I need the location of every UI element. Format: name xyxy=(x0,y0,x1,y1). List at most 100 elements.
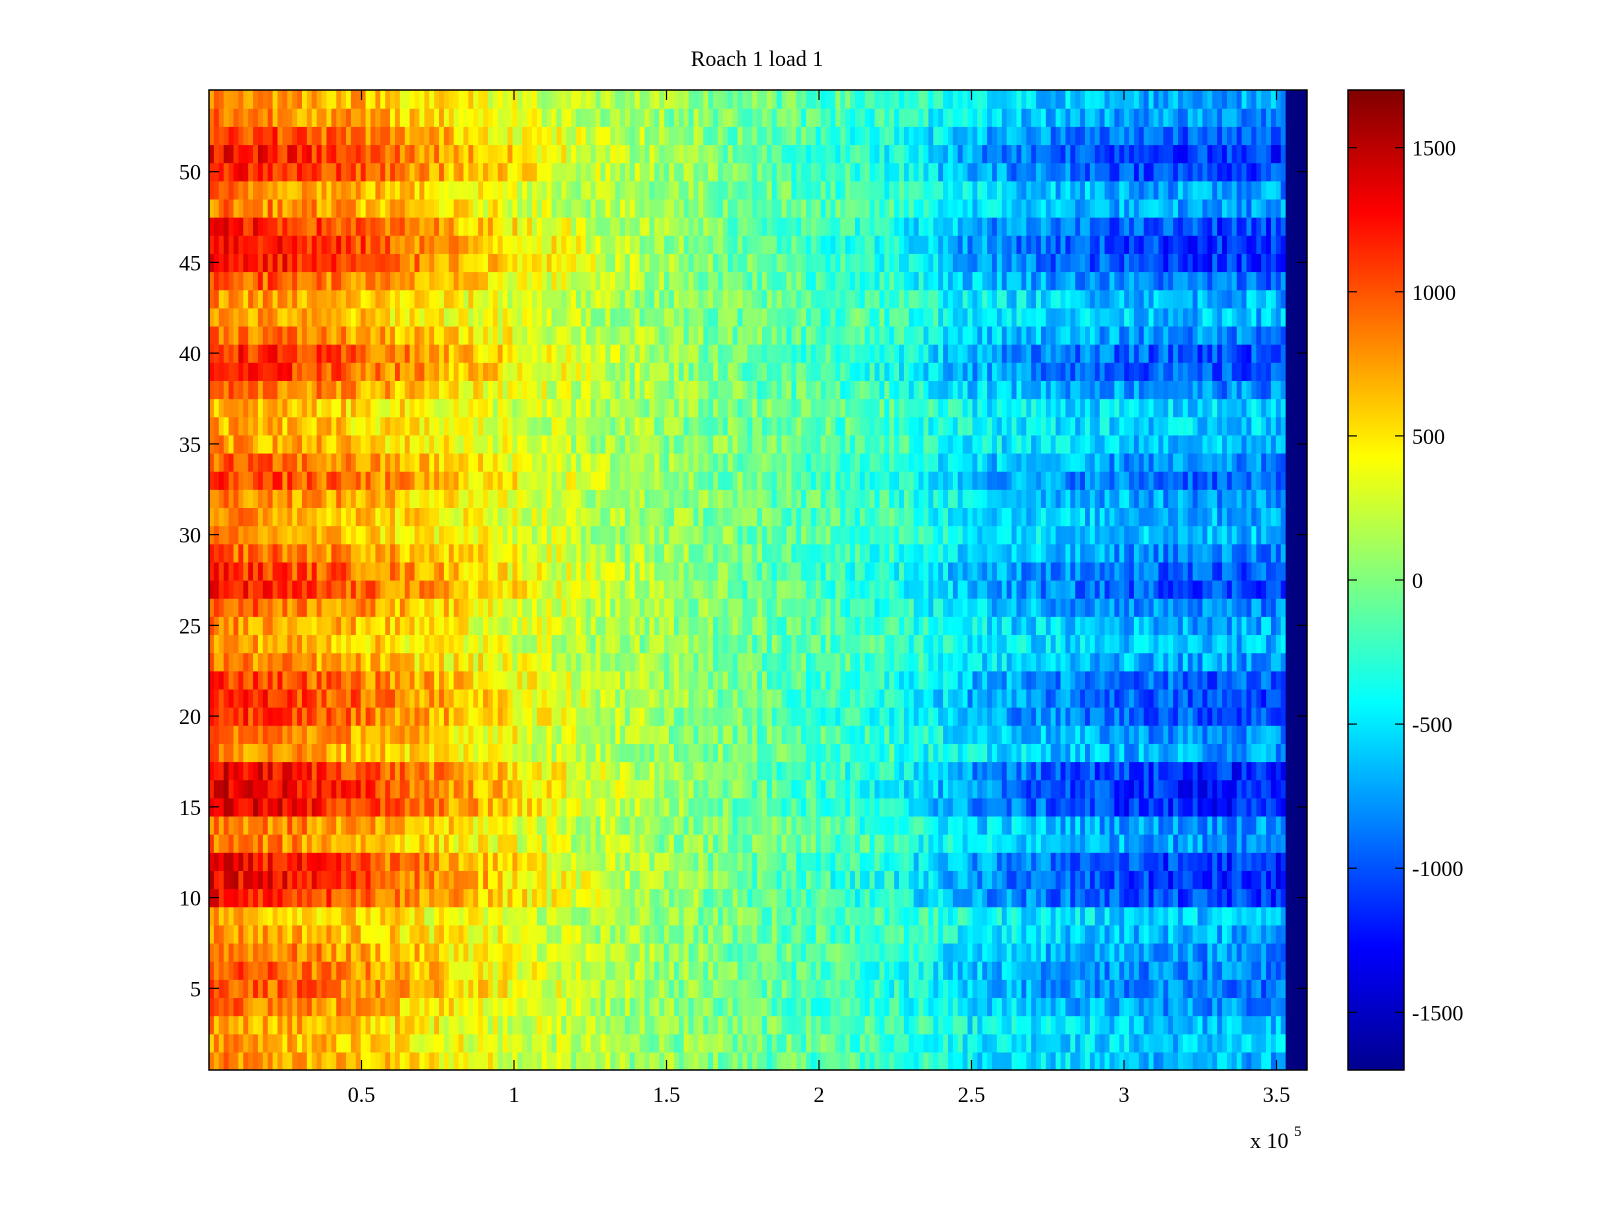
heatmap-cell xyxy=(1138,1033,1145,1053)
heatmap-cell xyxy=(497,834,504,853)
heatmap-cell xyxy=(1001,906,1008,926)
heatmap-cell xyxy=(850,670,856,690)
heatmap-cell xyxy=(595,1015,602,1035)
heatmap-cell xyxy=(434,779,440,799)
heatmap-cell xyxy=(1148,1051,1155,1070)
heatmap-cell xyxy=(899,761,905,781)
heatmap-cell xyxy=(1177,688,1184,708)
heatmap-cell xyxy=(453,670,460,690)
heatmap-cell xyxy=(1261,688,1267,708)
heatmap-cell xyxy=(957,725,964,744)
heatmap-cell xyxy=(272,725,279,744)
heatmap-cell xyxy=(815,688,822,708)
heatmap-cell xyxy=(458,815,465,835)
heatmap-cell xyxy=(982,688,988,708)
heatmap-cell xyxy=(1119,906,1125,926)
heatmap-cell xyxy=(213,688,220,708)
heatmap-cell xyxy=(399,961,406,980)
heatmap-cell xyxy=(1177,852,1184,871)
heatmap-cell xyxy=(1040,1051,1047,1070)
heatmap-cell xyxy=(1050,1033,1057,1053)
heatmap-cell xyxy=(556,942,562,962)
heatmap-cell xyxy=(1217,725,1223,744)
heatmap-cell xyxy=(629,1051,636,1070)
heatmap-cell xyxy=(409,888,416,908)
heatmap-cell xyxy=(1256,707,1262,726)
heatmap-cell xyxy=(776,797,783,817)
heatmap-cell xyxy=(576,1051,582,1070)
heatmap-cell xyxy=(962,670,969,690)
heatmap-cell xyxy=(943,761,949,781)
heatmap-cell xyxy=(649,743,655,763)
heatmap-cell xyxy=(209,761,215,781)
heatmap-cell xyxy=(654,888,660,908)
heatmap-cell xyxy=(605,725,611,744)
heatmap-cell xyxy=(238,997,244,1017)
heatmap-cell xyxy=(468,815,474,835)
heatmap-cell xyxy=(1177,815,1184,835)
heatmap-cell xyxy=(443,815,450,835)
heatmap-cell xyxy=(899,834,905,853)
heatmap-cell xyxy=(771,761,778,781)
heatmap-cell xyxy=(536,906,543,926)
heatmap-cell xyxy=(1236,779,1243,799)
heatmap-cell xyxy=(918,924,925,944)
heatmap-cell xyxy=(1094,779,1101,799)
heatmap-cell xyxy=(850,815,856,835)
heatmap-cell xyxy=(561,761,567,781)
heatmap-cell xyxy=(1246,707,1252,726)
heatmap-cell xyxy=(933,979,939,999)
heatmap-cell xyxy=(321,942,328,962)
heatmap-cell xyxy=(595,670,602,690)
heatmap-cell xyxy=(967,888,974,908)
heatmap-cell xyxy=(1251,743,1257,763)
heatmap-cell xyxy=(306,888,313,908)
heatmap-cell xyxy=(605,961,611,980)
heatmap-cell xyxy=(678,797,685,817)
heatmap-cell xyxy=(551,1015,558,1035)
heatmap-cell xyxy=(669,870,675,890)
heatmap-cell xyxy=(659,761,665,781)
heatmap-cell xyxy=(801,870,807,890)
heatmap-cell xyxy=(1222,1051,1228,1070)
heatmap-cell xyxy=(346,834,352,853)
heatmap-cell xyxy=(536,961,543,980)
heatmap-cell xyxy=(972,997,978,1017)
heatmap-cell xyxy=(1207,961,1213,980)
heatmap-cell xyxy=(546,1051,553,1070)
heatmap-cell xyxy=(571,870,577,890)
heatmap-cell xyxy=(282,888,288,908)
heatmap-cell xyxy=(1246,670,1252,690)
heatmap-cell xyxy=(1031,834,1037,853)
heatmap-cell xyxy=(1036,906,1042,926)
heatmap-cell xyxy=(850,906,856,926)
heatmap-cell xyxy=(771,870,778,890)
heatmap-cell xyxy=(1001,779,1008,799)
heatmap-cell xyxy=(311,852,318,871)
heatmap-cell xyxy=(248,1051,254,1070)
heatmap-cell xyxy=(634,797,641,817)
heatmap-cell xyxy=(1099,906,1106,926)
heatmap-cell xyxy=(952,1051,959,1070)
heatmap-cell xyxy=(355,870,362,890)
heatmap-cell xyxy=(747,1051,753,1070)
heatmap-cell xyxy=(752,1033,758,1053)
heatmap-cell xyxy=(390,870,396,890)
heatmap-cell xyxy=(1192,979,1199,999)
heatmap-cell xyxy=(551,997,558,1017)
heatmap-cell xyxy=(522,834,528,853)
heatmap-cell xyxy=(443,997,450,1017)
heatmap-cell xyxy=(654,997,660,1017)
heatmap-cell xyxy=(698,815,704,835)
heatmap-cell xyxy=(311,1015,318,1035)
heatmap-cell xyxy=(992,961,998,980)
heatmap-cell xyxy=(1241,815,1248,835)
heatmap-cell xyxy=(928,707,934,726)
heatmap-cell xyxy=(899,942,905,962)
heatmap-cell xyxy=(253,688,259,708)
heatmap-cell xyxy=(551,797,558,817)
heatmap-cell xyxy=(414,979,421,999)
heatmap-cell xyxy=(360,997,367,1017)
heatmap-cell xyxy=(1251,1051,1257,1070)
heatmap-cell xyxy=(845,743,851,763)
